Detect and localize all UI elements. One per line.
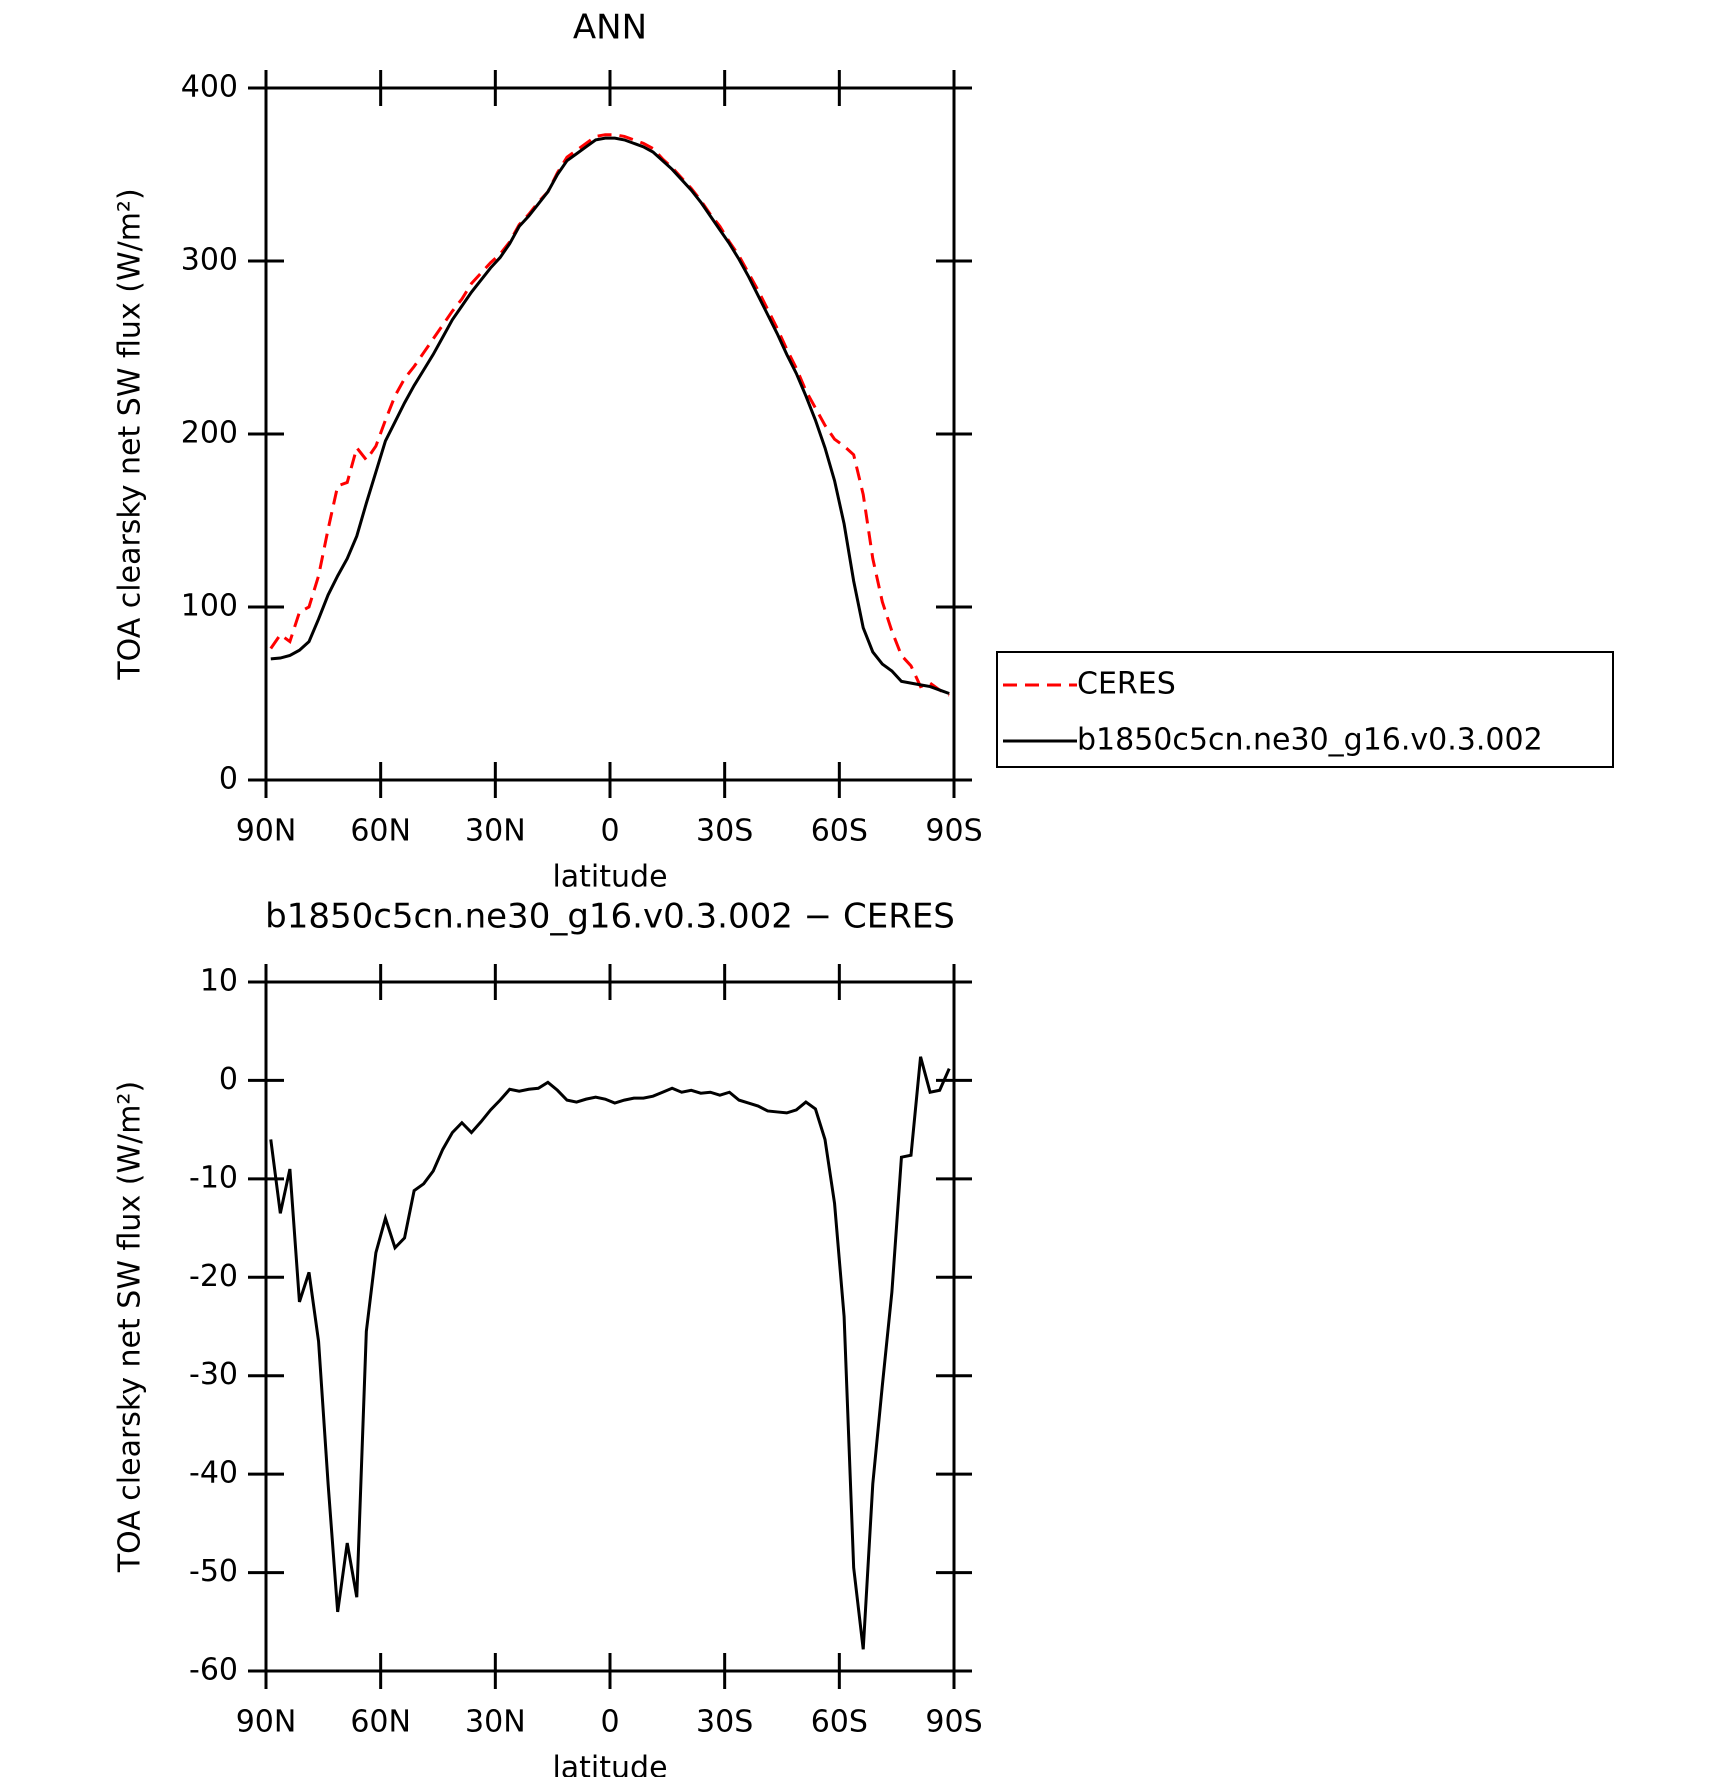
x-tick-label: 60S bbox=[811, 814, 868, 849]
x-axis-label: latitude bbox=[552, 860, 667, 895]
y-axis-label: TOA clearsky net SW flux (W/m²) bbox=[113, 188, 148, 680]
x-tick-label: 30S bbox=[696, 1705, 753, 1740]
y-tick-label: 400 bbox=[181, 70, 238, 105]
chart-title: ANN bbox=[573, 8, 647, 48]
y-tick-label: 0 bbox=[219, 762, 238, 797]
x-tick-label: 90S bbox=[925, 814, 982, 849]
legend-label: b1850c5cn.ne30_g16.v0.3.002 bbox=[1077, 723, 1543, 758]
x-tick-label: 30N bbox=[465, 1705, 526, 1740]
y-tick-label: -30 bbox=[189, 1357, 238, 1392]
x-tick-label: 60N bbox=[350, 1705, 411, 1740]
x-tick-label: 60S bbox=[811, 1705, 868, 1740]
plot-frame bbox=[264, 86, 956, 782]
x-tick-label: 0 bbox=[600, 1705, 619, 1740]
y-tick-label: -50 bbox=[189, 1554, 238, 1589]
y-axis-label: TOA clearsky net SW flux (W/m²) bbox=[113, 1081, 148, 1573]
y-tick-label: -60 bbox=[189, 1653, 238, 1688]
legend-label: CERES bbox=[1077, 667, 1176, 702]
plot-frame bbox=[264, 980, 956, 1673]
y-tick-label: -10 bbox=[189, 1160, 238, 1195]
y-tick-label: 300 bbox=[181, 243, 238, 278]
x-tick-label: 90N bbox=[236, 814, 297, 849]
x-tick-label: 90S bbox=[925, 1705, 982, 1740]
x-tick-label: 60N bbox=[350, 814, 411, 849]
x-tick-label: 30N bbox=[465, 814, 526, 849]
data-line bbox=[270, 136, 950, 695]
x-tick-label: 30S bbox=[696, 814, 753, 849]
y-tick-label: -20 bbox=[189, 1259, 238, 1294]
y-tick-label: 10 bbox=[200, 964, 238, 999]
x-tick-label: 90N bbox=[236, 1705, 297, 1740]
data-line bbox=[269, 133, 950, 697]
x-axis-label: latitude bbox=[552, 1751, 667, 1777]
y-tick-label: 0 bbox=[219, 1062, 238, 1097]
legend-box bbox=[996, 651, 1614, 768]
chart-title: b1850c5cn.ne30_g16.v0.3.002 − CERES bbox=[265, 897, 955, 937]
x-tick-label: 0 bbox=[600, 814, 619, 849]
y-tick-label: -40 bbox=[189, 1456, 238, 1491]
y-tick-label: 200 bbox=[181, 416, 238, 451]
y-tick-label: 100 bbox=[181, 589, 238, 624]
data-line bbox=[269, 1056, 951, 1650]
